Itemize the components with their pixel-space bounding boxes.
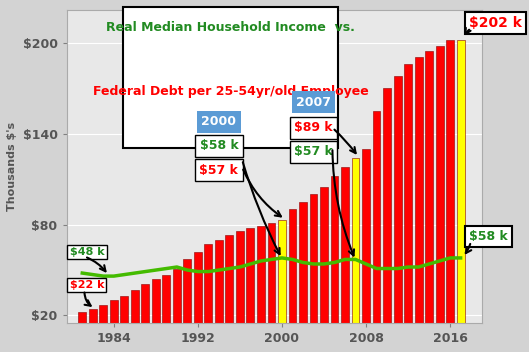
Text: 2000: 2000	[202, 115, 236, 128]
Bar	[121, 296, 128, 346]
Bar	[425, 51, 433, 346]
Bar	[257, 226, 265, 346]
Bar	[131, 290, 139, 346]
Bar	[436, 46, 443, 346]
Text: $57 k: $57 k	[294, 145, 333, 158]
Bar	[215, 240, 223, 346]
Bar	[415, 57, 423, 346]
Text: $57 k: $57 k	[199, 164, 239, 177]
Bar	[268, 223, 276, 346]
Bar	[299, 202, 307, 346]
Bar	[173, 269, 181, 346]
Bar	[78, 313, 86, 346]
Bar	[99, 305, 107, 346]
Bar	[288, 209, 296, 346]
Bar	[309, 194, 317, 346]
Bar	[372, 111, 380, 346]
Bar	[225, 235, 233, 346]
Y-axis label: Thousands $'s: Thousands $'s	[7, 122, 17, 211]
FancyBboxPatch shape	[123, 7, 339, 147]
Text: $48 k: $48 k	[70, 247, 104, 257]
Text: $89 k: $89 k	[294, 121, 333, 134]
Bar	[404, 64, 412, 346]
Bar	[205, 244, 212, 346]
Bar	[446, 40, 454, 346]
Text: $22 k: $22 k	[70, 280, 104, 290]
Bar	[89, 309, 97, 346]
Text: $58 k: $58 k	[199, 139, 238, 152]
Bar	[278, 220, 286, 346]
Bar	[352, 158, 360, 346]
Bar	[236, 231, 244, 346]
Bar	[194, 252, 202, 346]
Bar	[184, 259, 191, 346]
Bar	[247, 228, 254, 346]
Bar	[362, 149, 370, 346]
Bar	[383, 88, 391, 346]
Bar	[331, 176, 339, 346]
Text: 2007: 2007	[296, 95, 331, 108]
Bar	[162, 275, 170, 346]
Bar	[394, 76, 402, 346]
Bar	[152, 279, 160, 346]
Text: Federal Debt per 25-54yr/old Employee: Federal Debt per 25-54yr/old Employee	[93, 85, 368, 98]
Text: Real Median Household Income  vs.: Real Median Household Income vs.	[106, 21, 355, 34]
Bar	[141, 284, 149, 346]
Bar	[457, 40, 464, 346]
Text: $202 k: $202 k	[469, 16, 522, 30]
Bar	[110, 300, 118, 346]
Bar	[341, 167, 349, 346]
Text: $58 k: $58 k	[469, 230, 508, 243]
Bar	[320, 187, 328, 346]
